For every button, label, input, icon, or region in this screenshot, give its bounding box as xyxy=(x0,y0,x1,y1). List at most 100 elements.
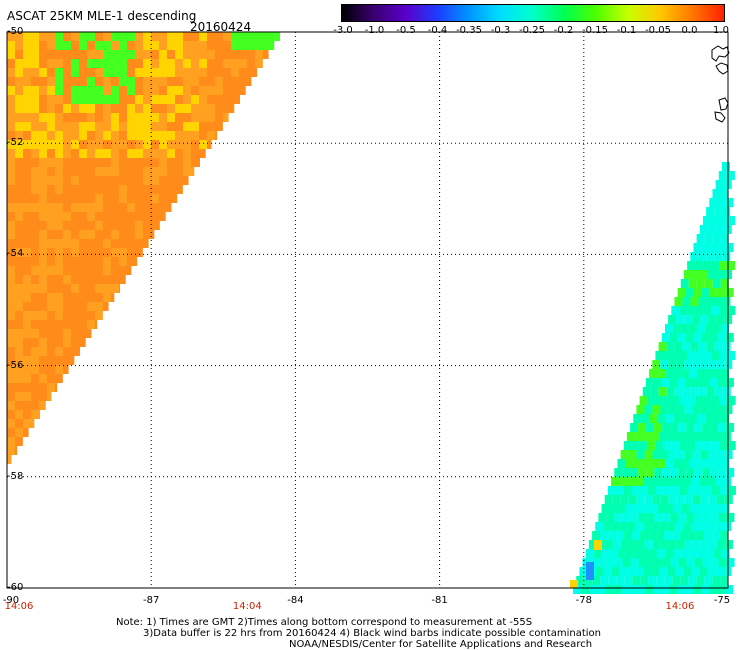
wind-cell xyxy=(709,243,718,252)
wind-cell xyxy=(657,459,666,468)
wind-cell xyxy=(63,167,71,176)
wind-cell xyxy=(15,275,23,284)
wind-cell xyxy=(660,450,669,459)
wind-cell xyxy=(668,360,677,369)
wind-cell xyxy=(135,32,143,41)
wind-cell xyxy=(31,50,39,59)
wind-cell xyxy=(199,41,207,50)
wind-cell xyxy=(159,140,167,149)
wind-cell xyxy=(677,585,686,594)
wind-cell xyxy=(183,167,191,176)
wind-cell xyxy=(143,95,151,104)
wind-cell xyxy=(639,441,648,450)
wind-cell xyxy=(713,549,722,558)
wind-cell xyxy=(183,176,189,185)
time-label: 14:06 xyxy=(4,601,34,612)
wind-cell xyxy=(646,468,655,477)
wind-cell xyxy=(670,468,679,477)
wind-cell xyxy=(15,212,23,221)
wind-cell xyxy=(151,230,155,239)
wind-cell xyxy=(111,266,119,275)
wind-cell xyxy=(183,122,191,131)
wind-cell xyxy=(55,185,63,194)
wind-cell xyxy=(47,356,55,365)
wind-cell xyxy=(616,576,625,585)
wind-cell xyxy=(71,266,79,275)
wind-cell xyxy=(55,356,63,365)
wind-cell xyxy=(95,113,103,122)
wind-cell xyxy=(199,50,207,59)
wind-cell xyxy=(703,261,712,270)
wind-cell xyxy=(625,504,634,513)
wind-cell xyxy=(31,122,39,131)
wind-cell xyxy=(685,333,694,342)
wind-cell xyxy=(119,275,126,284)
wind-cell xyxy=(706,387,715,396)
wind-cell xyxy=(721,549,730,558)
wind-cell xyxy=(31,95,39,104)
color-scale-label: -0.4 xyxy=(427,25,448,36)
wind-cell xyxy=(718,558,727,567)
wind-cell xyxy=(79,338,86,347)
wind-cell xyxy=(689,549,698,558)
wind-cell xyxy=(15,383,23,392)
wind-cell xyxy=(111,158,119,167)
wind-cell xyxy=(47,257,55,266)
wind-cell xyxy=(159,221,161,230)
swath-west xyxy=(7,32,280,464)
wind-cell xyxy=(55,176,63,185)
wind-cell xyxy=(143,230,151,239)
wind-cell xyxy=(690,432,699,441)
wind-cell xyxy=(588,540,597,549)
wind-cell xyxy=(143,50,151,59)
wind-cell xyxy=(690,387,699,396)
wind-cell xyxy=(239,59,247,68)
wind-cell xyxy=(31,167,39,176)
wind-cell xyxy=(667,522,676,531)
wind-cell xyxy=(612,495,621,504)
wind-cell xyxy=(7,122,15,131)
wind-cell xyxy=(719,261,728,270)
wind-cell xyxy=(7,293,15,302)
map-frame xyxy=(6,31,729,589)
wind-cell xyxy=(39,185,47,194)
wind-cell xyxy=(87,113,95,122)
wind-cell xyxy=(714,387,723,396)
wind-cell xyxy=(672,324,681,333)
wind-cell xyxy=(79,167,87,176)
wind-cell xyxy=(71,212,79,221)
wind-cell xyxy=(719,351,728,360)
wind-cell xyxy=(95,41,103,50)
wind-cell xyxy=(135,203,143,212)
wind-cell xyxy=(679,396,688,405)
wind-cell xyxy=(23,194,31,203)
wind-cell xyxy=(15,338,23,347)
wind-cell xyxy=(71,86,79,95)
wind-cell xyxy=(726,216,735,225)
wind-cell xyxy=(642,432,651,441)
wind-cell xyxy=(111,194,119,203)
wind-cell xyxy=(71,203,79,212)
wind-cell xyxy=(702,558,711,567)
wind-cell xyxy=(103,131,111,140)
wind-cell xyxy=(191,167,195,176)
wind-cell xyxy=(103,275,111,284)
wind-cell xyxy=(715,180,724,189)
wind-cell xyxy=(143,77,151,86)
wind-cell xyxy=(714,342,723,351)
wind-cell xyxy=(63,176,71,185)
wind-cell xyxy=(127,158,135,167)
wind-cell xyxy=(183,77,191,86)
wind-cell xyxy=(119,284,121,293)
wind-cell xyxy=(159,68,167,77)
wind-cell xyxy=(71,68,79,77)
wind-cell xyxy=(271,41,275,50)
wind-cell xyxy=(585,549,594,558)
wind-cell xyxy=(143,239,149,248)
note-line-2: 3)Data buffer is 22 hrs from 20160424 4)… xyxy=(143,628,601,639)
wind-cell xyxy=(23,95,31,104)
wind-cell xyxy=(191,77,199,86)
wind-cell xyxy=(710,558,719,567)
wind-cell xyxy=(23,338,31,347)
wind-cell xyxy=(23,374,31,383)
